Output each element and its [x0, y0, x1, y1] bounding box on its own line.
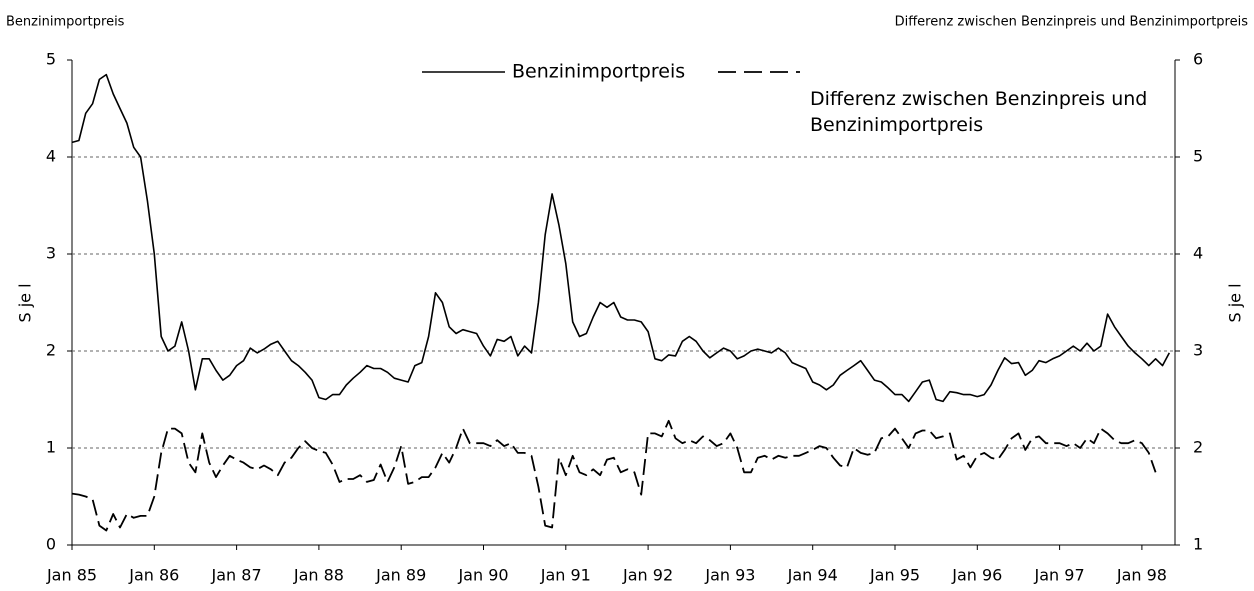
- y-tick-label: 0: [46, 535, 56, 554]
- y2-tick-label: 2: [1193, 438, 1203, 457]
- x-tick-label: Jan 92: [622, 566, 673, 585]
- x-tick-label: Jan 91: [540, 566, 591, 585]
- legend-label: Differenz zwischen Benzinpreis und Benzi…: [810, 88, 1148, 136]
- y-tick-label: 4: [46, 147, 56, 166]
- x-tick-label: Jan 87: [211, 566, 262, 585]
- x-tick-label: Jan 90: [457, 566, 508, 585]
- y-tick-label: 2: [46, 341, 56, 360]
- x-tick-label: Jan 98: [1116, 566, 1167, 585]
- legend-label: Benzinimportpreis: [512, 61, 685, 83]
- right-title: Differenz zwischen Benzinpreis und Benzi…: [895, 15, 1249, 30]
- x-tick-label: Jan 85: [46, 566, 97, 585]
- y2-tick-label: 5: [1193, 147, 1203, 166]
- y-tick-label: 5: [46, 50, 56, 69]
- x-tick-label: Jan 93: [704, 566, 755, 585]
- y-tick-label: 1: [46, 438, 56, 457]
- series-line: [71, 419, 1157, 532]
- x-tick-label: Jan 86: [128, 566, 179, 585]
- x-tick-label: Jan 95: [869, 566, 920, 585]
- y2-tick-label: 4: [1193, 244, 1203, 263]
- x-tick-label: Jan 94: [787, 566, 838, 585]
- x-tick-label: Jan 88: [293, 566, 344, 585]
- y2-tick-label: 6: [1193, 50, 1203, 69]
- y2-tick-label: 3: [1193, 341, 1203, 360]
- y2-axis-label: S je l: [1226, 283, 1245, 322]
- x-tick-label: Jan 96: [951, 566, 1002, 585]
- y2-tick-label: 1: [1193, 535, 1203, 554]
- x-tick-label: Jan 97: [1034, 566, 1085, 585]
- y-tick-label: 3: [46, 244, 56, 263]
- series-line: [71, 73, 1171, 403]
- x-tick-label: Jan 89: [375, 566, 426, 585]
- y-axis-label: S je l: [16, 283, 35, 322]
- left-title: Benzinimportpreis: [6, 15, 125, 30]
